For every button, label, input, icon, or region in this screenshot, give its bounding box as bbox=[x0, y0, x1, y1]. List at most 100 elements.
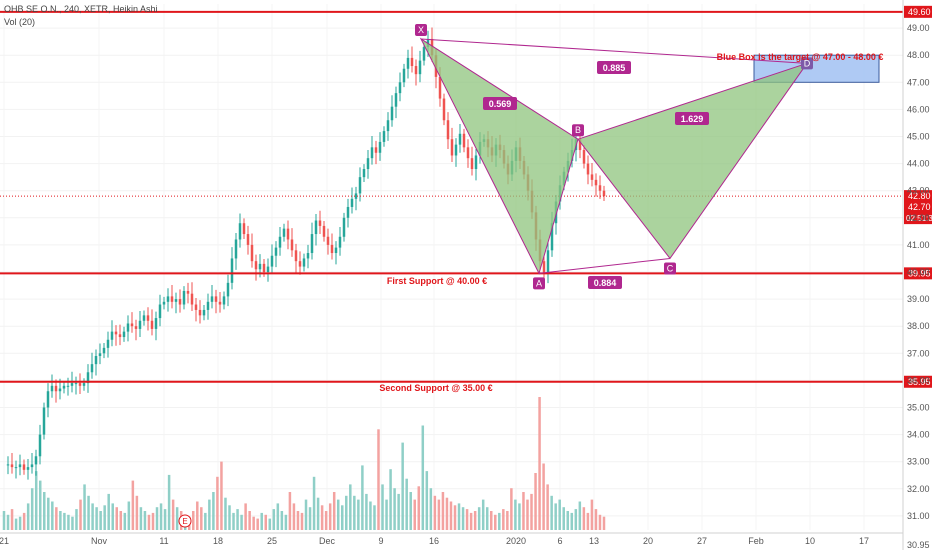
candle-body bbox=[134, 326, 138, 329]
candle-body bbox=[250, 244, 254, 262]
candle-body bbox=[78, 383, 82, 386]
candle-body bbox=[142, 315, 146, 321]
candle-body bbox=[206, 301, 210, 310]
candle-body bbox=[458, 133, 462, 145]
candle-body bbox=[110, 331, 114, 340]
volume-bar bbox=[401, 442, 404, 530]
time-tick-label: 10 bbox=[805, 536, 815, 546]
volume-bar bbox=[353, 495, 356, 530]
volume-bar bbox=[490, 511, 493, 530]
candle-body bbox=[326, 236, 330, 245]
candle-body bbox=[130, 323, 134, 327]
candle-body bbox=[186, 290, 190, 294]
candle-body bbox=[462, 133, 466, 148]
candle-body bbox=[146, 315, 150, 321]
candle-body bbox=[94, 356, 98, 365]
volume-bar bbox=[143, 511, 147, 530]
last-price-tag bbox=[904, 190, 932, 203]
price-tick-label: 34.00 bbox=[907, 430, 930, 440]
volume-bar bbox=[320, 505, 324, 530]
volume-bar bbox=[457, 503, 461, 530]
volume-bar bbox=[131, 480, 135, 530]
candle-body bbox=[54, 385, 58, 392]
volume-bar bbox=[510, 488, 513, 530]
volume-bar bbox=[111, 503, 114, 530]
candle-body bbox=[586, 163, 590, 175]
time-tick-label: 27 bbox=[697, 536, 707, 546]
ratio-badge bbox=[597, 61, 631, 74]
price-tick-label: 40.00 bbox=[907, 267, 930, 277]
candle-body bbox=[290, 239, 294, 251]
volume-bar bbox=[365, 493, 368, 530]
volume-bar bbox=[594, 509, 598, 530]
time-tick-label: Feb bbox=[748, 536, 764, 546]
annotation-text: Second Support @ 35.00 € bbox=[379, 383, 492, 393]
volume-bar bbox=[433, 495, 437, 530]
annotation-text: First Support @ 40.00 € bbox=[387, 276, 487, 286]
volume-bar bbox=[139, 507, 143, 530]
volume-bar bbox=[413, 499, 416, 530]
candle-body bbox=[582, 150, 586, 164]
time-tick-label: Dec bbox=[319, 536, 336, 546]
volume-bar bbox=[332, 492, 336, 530]
symbol-line: OHB SE O.N., 240, XETR, Heikin Ashi bbox=[4, 4, 158, 14]
time-axis[interactable]: 21 Nov 11 18 25 Dec 9 16 2020 6 13 20 27 Feb 10 17 bbox=[0, 532, 903, 546]
candle-body bbox=[466, 147, 470, 159]
candle-body bbox=[42, 407, 46, 435]
volume-bar bbox=[312, 476, 316, 530]
volume-bar bbox=[602, 516, 606, 530]
volume-bars bbox=[2, 397, 606, 530]
volume-bar bbox=[530, 493, 533, 530]
candle-body bbox=[390, 106, 394, 121]
volume-bar bbox=[272, 509, 276, 530]
price-tick-label: 31.00 bbox=[907, 511, 930, 521]
countdown-label: 02:51:38 bbox=[906, 214, 932, 223]
candle-body bbox=[322, 225, 326, 237]
volume-bar bbox=[63, 512, 66, 530]
volume-bar bbox=[43, 492, 46, 530]
candle-body bbox=[366, 158, 370, 170]
pattern-point-label: C bbox=[667, 263, 674, 273]
volume-bar bbox=[264, 514, 267, 530]
candle-body bbox=[298, 261, 302, 267]
candle-body bbox=[310, 234, 314, 254]
price-bottom-label: 30.95 bbox=[907, 540, 930, 550]
price-axis[interactable]: 31.00 32.00 33.00 34.00 35.00 36.00 37.00 38.00… bbox=[902, 0, 930, 550]
volume-bar bbox=[260, 512, 263, 530]
candle-body bbox=[370, 147, 374, 159]
volume-bar bbox=[71, 516, 74, 530]
candle-body bbox=[362, 169, 366, 178]
candle-body bbox=[398, 82, 402, 94]
candle-body bbox=[286, 228, 290, 240]
volume-bar bbox=[232, 512, 235, 530]
candle-body bbox=[222, 296, 226, 305]
volume-bar bbox=[6, 514, 10, 530]
volume-bar bbox=[119, 511, 123, 530]
candle-body bbox=[182, 290, 186, 305]
price-tick-label: 45.00 bbox=[907, 132, 930, 142]
volume-bar bbox=[417, 486, 421, 530]
volume-bar bbox=[542, 463, 545, 530]
volume-bar bbox=[196, 501, 199, 530]
candle-body bbox=[378, 141, 382, 153]
candle-body bbox=[350, 198, 354, 207]
volume-bar bbox=[123, 512, 127, 530]
candle-body bbox=[382, 131, 386, 142]
volume-bar bbox=[578, 501, 582, 530]
harmonic-pattern[interactable]: X A B C D 0.885 0.569 1.629 0.884 bbox=[415, 23, 880, 290]
candle-body bbox=[330, 244, 334, 254]
volume-bar bbox=[582, 507, 586, 530]
chart-legend[interactable]: OHB SE O.N., 240, XETR, Heikin Ashi Vol … bbox=[4, 3, 158, 29]
candle-body bbox=[38, 434, 42, 457]
time-tick-label: 20 bbox=[643, 536, 653, 546]
candle-body bbox=[314, 220, 318, 235]
volume-bar bbox=[586, 512, 590, 530]
volume-bar bbox=[538, 397, 541, 530]
price-tick-label: 33.00 bbox=[907, 457, 930, 467]
level-price-tag bbox=[904, 267, 932, 280]
volume-bar bbox=[328, 503, 332, 530]
volume-bar bbox=[369, 501, 372, 530]
time-tick-label: 6 bbox=[557, 536, 562, 546]
level-price-label: 35.95 bbox=[908, 377, 931, 387]
